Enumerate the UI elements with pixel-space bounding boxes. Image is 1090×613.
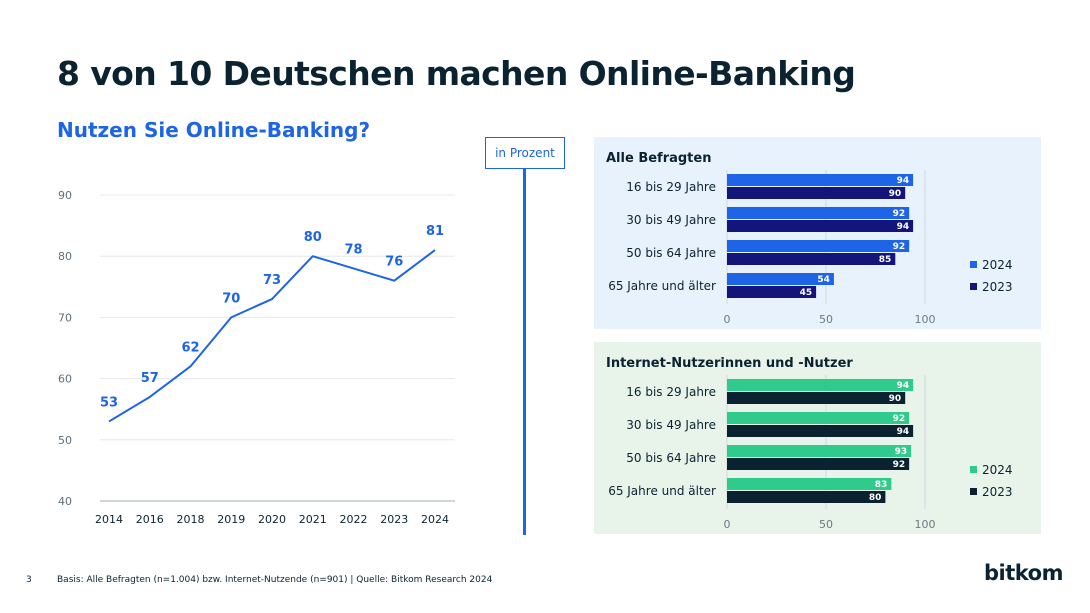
y-tick-label: 90 bbox=[58, 189, 72, 202]
x-tick-label: 100 bbox=[915, 313, 936, 326]
category-label: 16 bis 29 Jahre bbox=[626, 385, 716, 399]
category-label: 65 Jahre und älter bbox=[608, 279, 716, 293]
x-tick-label: 2020 bbox=[258, 513, 286, 526]
y-tick-label: 60 bbox=[58, 373, 72, 386]
bar-2023 bbox=[727, 187, 906, 199]
bar-value-2023: 90 bbox=[889, 394, 902, 404]
x-tick-label: 2014 bbox=[95, 513, 123, 526]
bar-value-2023: 92 bbox=[893, 460, 906, 470]
unit-label-box: in Prozent bbox=[485, 137, 565, 169]
bar-2023 bbox=[727, 491, 886, 503]
bar-value-2024: 92 bbox=[893, 414, 906, 424]
category-label: 65 Jahre und älter bbox=[608, 484, 716, 498]
bar-2024 bbox=[727, 174, 914, 186]
bar-value-2024: 92 bbox=[893, 242, 906, 252]
x-tick-label: 2019 bbox=[217, 513, 245, 526]
bar-2023 bbox=[727, 253, 896, 265]
y-tick-label: 70 bbox=[58, 311, 72, 324]
legend-swatch-2023 bbox=[970, 283, 977, 290]
y-tick-label: 40 bbox=[58, 495, 72, 508]
bar-chart-internet-nutzer: Internet-Nutzerinnen und -Nutzer 0 50 100 16… bbox=[606, 356, 1013, 531]
bar-2024 bbox=[727, 379, 914, 391]
data-label: 78 bbox=[344, 242, 362, 257]
unit-label: in Prozent bbox=[495, 146, 555, 160]
legend-label-2023: 2023 bbox=[982, 280, 1013, 294]
x-tick-label: 2018 bbox=[177, 513, 205, 526]
data-label: 70 bbox=[222, 291, 240, 306]
bar-value-2024: 54 bbox=[817, 275, 830, 285]
category-label: 50 bis 64 Jahre bbox=[626, 246, 716, 260]
legend-label-2023: 2023 bbox=[982, 485, 1013, 499]
bar-chart-alle-befragten: Alle Befragten 0 50 100 16 bis 29 Jahre 94 90 3… bbox=[606, 151, 1013, 326]
x-tick-label: 0 bbox=[724, 518, 731, 531]
page-title: 8 von 10 Deutschen machen Online-Banking bbox=[57, 54, 856, 93]
bar-value-2023: 94 bbox=[897, 427, 910, 437]
divider-line bbox=[523, 169, 526, 535]
bar-value-2024: 93 bbox=[895, 447, 908, 457]
series-line bbox=[108, 249, 436, 423]
legend-swatch-2024 bbox=[970, 261, 977, 268]
panel-alle-befragten: Alle Befragten 0 50 100 16 bis 29 Jahre 94 90 3… bbox=[594, 137, 1041, 329]
data-label: 80 bbox=[304, 230, 322, 245]
question-subtitle: Nutzen Sie Online-Banking? bbox=[57, 118, 371, 142]
category-label: 16 bis 29 Jahre bbox=[626, 180, 716, 194]
bar-value-2023: 90 bbox=[889, 189, 902, 199]
bar-value-2024: 94 bbox=[897, 176, 910, 186]
data-label: 62 bbox=[181, 340, 199, 355]
data-label: 81 bbox=[426, 224, 444, 239]
x-tick-label: 2021 bbox=[299, 513, 327, 526]
x-tick-label: 50 bbox=[819, 518, 833, 531]
data-label: 57 bbox=[141, 371, 159, 386]
legend-label-2024: 2024 bbox=[982, 463, 1013, 477]
x-tick-label: 0 bbox=[724, 313, 731, 326]
data-label: 76 bbox=[385, 255, 403, 270]
source-note: Basis: Alle Befragten (n=1.004) bzw. Int… bbox=[57, 575, 493, 585]
bar-2024 bbox=[727, 478, 892, 490]
x-tick-label: 50 bbox=[819, 313, 833, 326]
legend-swatch-2023 bbox=[970, 488, 977, 495]
x-tick-label: 2016 bbox=[136, 513, 164, 526]
bar-value-2023: 85 bbox=[879, 255, 892, 265]
bar-value-2023: 94 bbox=[897, 222, 910, 232]
bar-value-2023: 45 bbox=[800, 288, 813, 298]
bar-value-2023: 80 bbox=[869, 493, 882, 503]
data-label: 73 bbox=[263, 273, 281, 288]
x-tick-label: 2022 bbox=[340, 513, 368, 526]
bar-value-2024: 94 bbox=[897, 381, 910, 391]
y-tick-label: 80 bbox=[58, 250, 72, 263]
bar-2023 bbox=[727, 286, 817, 298]
bar-value-2024: 83 bbox=[875, 480, 888, 490]
line-chart: 40 50 60 70 80 90 2014 2016 2018 2019 2020 2021 2022… bbox=[58, 189, 455, 526]
x-tick-label: 100 bbox=[915, 518, 936, 531]
y-tick-label: 50 bbox=[58, 434, 72, 447]
legend-label-2024: 2024 bbox=[982, 258, 1013, 272]
bar-2024 bbox=[727, 273, 834, 285]
x-tick-label: 2024 bbox=[421, 513, 449, 526]
bitkom-logo: bitkom bbox=[984, 561, 1063, 585]
category-label: 30 bis 49 Jahre bbox=[626, 418, 716, 432]
panel-title: Alle Befragten bbox=[606, 151, 711, 166]
bar-2023 bbox=[727, 425, 914, 437]
x-tick-label: 2023 bbox=[380, 513, 408, 526]
bar-value-2024: 92 bbox=[893, 209, 906, 219]
panel-internet-nutzer: Internet-Nutzerinnen und -Nutzer 0 50 100 16… bbox=[594, 342, 1041, 534]
page-number: 3 bbox=[26, 575, 32, 585]
category-label: 50 bis 64 Jahre bbox=[626, 451, 716, 465]
bar-2024 bbox=[727, 445, 912, 457]
bar-2024 bbox=[727, 207, 910, 219]
bar-2024 bbox=[727, 412, 910, 424]
legend-swatch-2024 bbox=[970, 466, 977, 473]
bar-2023 bbox=[727, 458, 910, 470]
bar-2024 bbox=[727, 240, 910, 252]
bar-2023 bbox=[727, 220, 914, 232]
bar-2023 bbox=[727, 392, 906, 404]
panel-title: Internet-Nutzerinnen und -Nutzer bbox=[606, 356, 853, 371]
category-label: 30 bis 49 Jahre bbox=[626, 213, 716, 227]
data-label: 53 bbox=[100, 395, 118, 410]
